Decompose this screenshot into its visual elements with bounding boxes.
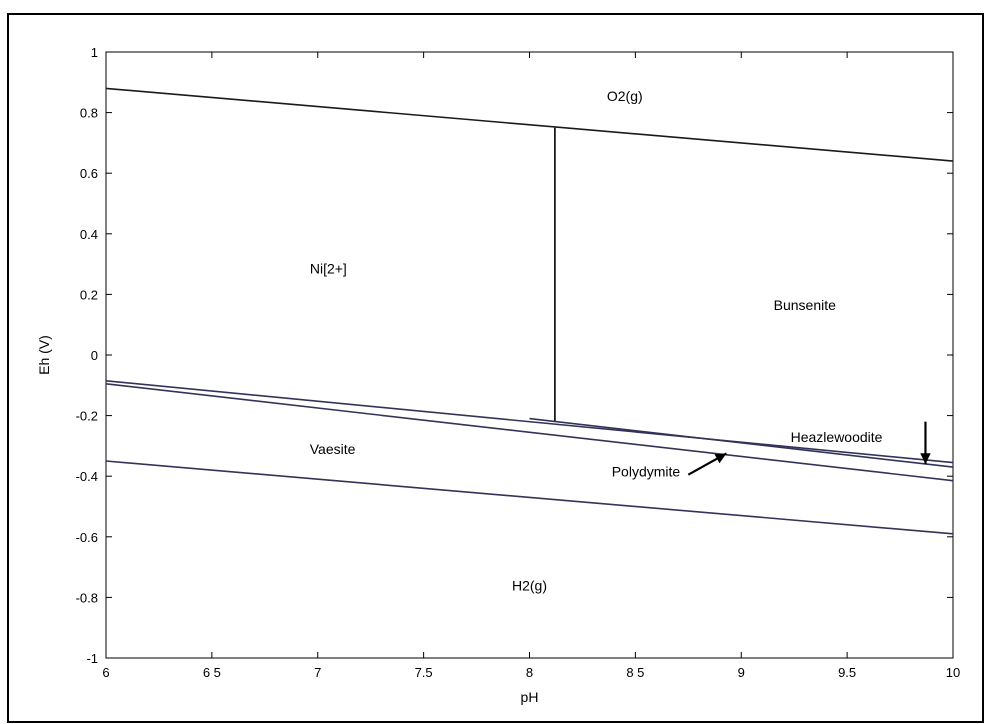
arrow-head-1 — [920, 453, 931, 465]
x-tick-label: 9.5 — [838, 665, 856, 680]
x-tick-label: 10 — [946, 665, 960, 680]
region-label-vaesite: Vaesite — [310, 441, 356, 457]
y-axis-label: Eh (V) — [36, 335, 52, 375]
y-tick-label: -0.8 — [76, 590, 98, 605]
x-tick-label: 6 — [102, 665, 109, 680]
y-tick-label: -0.2 — [76, 409, 98, 424]
y-tick-label: 1 — [91, 45, 98, 60]
region-label-bunsenite: Bunsenite — [774, 297, 836, 313]
x-tick-label: 8 — [526, 665, 533, 680]
y-tick-label: 0.8 — [80, 106, 98, 121]
plot-area — [105, 51, 954, 659]
arrow-head-0 — [714, 453, 727, 464]
x-tick-label: 7 — [314, 665, 321, 680]
arrow-group — [687, 421, 931, 476]
y-tick-label: 0.6 — [80, 166, 98, 181]
x-axis-label: pH — [521, 689, 539, 705]
tick-group: 6 6 5 7 7.5 8 8 5 9 9.5 10 1 0.8 0.6 0.4 0.2 0 -0.2 -0.4… — [76, 45, 961, 680]
y-tick-label: -0.4 — [76, 469, 98, 484]
x-tick-label: 8 5 — [626, 665, 644, 680]
boundary-line-0 — [105, 87, 954, 162]
region-label-h2-g: H2(g) — [512, 577, 547, 593]
x-tick-label: 6 5 — [203, 665, 221, 680]
eh-ph-diagram: 6 6 5 7 7.5 8 8 5 9 9.5 10 1 0.8 0.6 0.4 0.2 0 -0.2 -0.4… — [36, 45, 961, 705]
plot-border — [105, 51, 954, 659]
series-group — [105, 87, 954, 535]
y-tick-label: 0.2 — [80, 287, 98, 302]
figure-frame: 6 6 5 7 7.5 8 8 5 9 9.5 10 1 0.8 0.6 0.4 0.2 0 -0.2 -0.4… — [7, 13, 984, 723]
boundary-line-2 — [105, 380, 954, 464]
region-label-o2-g: O2(g) — [607, 88, 643, 104]
boundary-line-4 — [105, 383, 954, 482]
y-tick-label: -0.6 — [76, 530, 98, 545]
boundary-line-5 — [105, 460, 954, 535]
y-tick-label: -1 — [86, 651, 98, 666]
region-label-heazlewoodite: Heazlewoodite — [791, 429, 883, 445]
annotation-group: O2(g) Ni[2+] Bunsenite Vaesite Heazlewoodite… — [310, 88, 883, 593]
x-tick-label: 9 — [738, 665, 745, 680]
x-tick-label: 7.5 — [415, 665, 433, 680]
region-label-polydymite: Polydymite — [612, 464, 681, 480]
y-tick-label: 0 — [91, 348, 98, 363]
boundary-line-3 — [529, 417, 954, 468]
region-label-ni-2: Ni[2+] — [310, 261, 347, 277]
y-tick-label: 0.4 — [80, 227, 98, 242]
